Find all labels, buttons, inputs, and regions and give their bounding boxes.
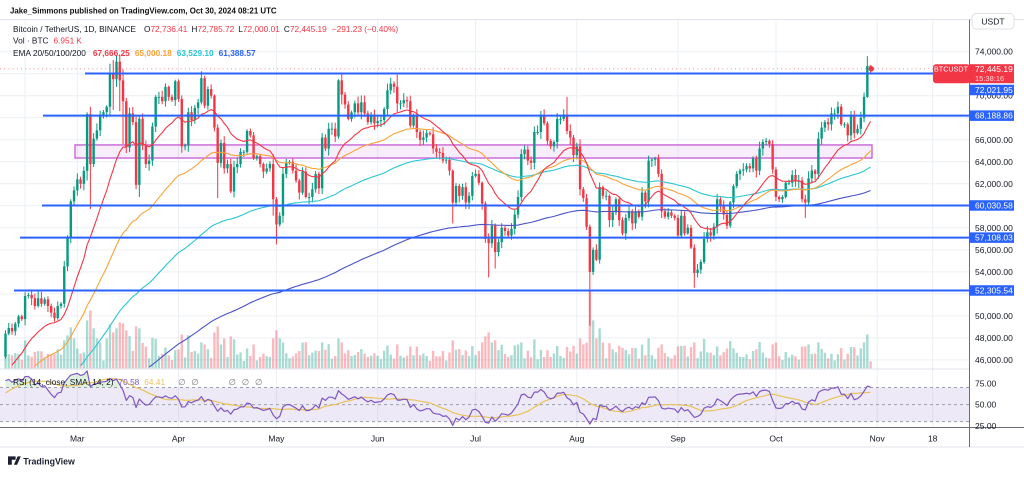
svg-text:74,000.00: 74,000.00 — [975, 47, 1013, 57]
svg-text:72,021.95: 72,021.95 — [975, 85, 1013, 95]
svg-text:Sep: Sep — [670, 434, 685, 444]
svg-text:52,305.54: 52,305.54 — [975, 285, 1013, 295]
svg-text:57,108.03: 57,108.03 — [975, 233, 1013, 243]
svg-text:75.00: 75.00 — [975, 378, 997, 388]
svg-text:TradingView: TradingView — [23, 457, 75, 467]
svg-text:56,000.00: 56,000.00 — [975, 245, 1013, 255]
svg-text:62,000.00: 62,000.00 — [975, 179, 1013, 189]
svg-text:Jul: Jul — [470, 434, 481, 444]
svg-text:68,188.86: 68,188.86 — [975, 111, 1013, 121]
svg-text:Bitcoin / TetherUS, 1D, BINANC: Bitcoin / TetherUS, 1D, BINANCE O72,736.4… — [13, 24, 398, 34]
svg-text:58,000.00: 58,000.00 — [975, 223, 1013, 233]
svg-text:Jun: Jun — [371, 434, 385, 444]
svg-text:Jake_Simmons published on Trad: Jake_Simmons published on TradingView.co… — [10, 7, 277, 16]
svg-text:May: May — [268, 434, 285, 444]
svg-text:50.00: 50.00 — [975, 400, 997, 410]
svg-text:15:38:16: 15:38:16 — [975, 74, 1004, 83]
svg-text:Mar: Mar — [70, 434, 85, 444]
svg-text:72,445.19: 72,445.19 — [975, 64, 1013, 74]
svg-text:Apr: Apr — [172, 434, 185, 444]
svg-text:BTCUSDT: BTCUSDT — [934, 65, 969, 74]
svg-text:48,000.00: 48,000.00 — [975, 333, 1013, 343]
svg-text:66,000.00: 66,000.00 — [975, 135, 1013, 145]
svg-text:70,000.00: 70,000.00 — [975, 91, 1013, 101]
svg-text:18: 18 — [928, 434, 938, 444]
svg-text:RSI (14, close, SMA, 14, 2)70.: RSI (14, close, SMA, 14, 2) 70.58 64.41 ∅ ∅ ∅… — [13, 377, 262, 387]
svg-text:Oct: Oct — [769, 434, 783, 444]
svg-text:25.00: 25.00 — [975, 421, 997, 431]
svg-text:Aug: Aug — [569, 434, 584, 444]
svg-text:Nov: Nov — [870, 434, 886, 444]
svg-text:64,000.00: 64,000.00 — [975, 157, 1013, 167]
svg-text:60,030.58: 60,030.58 — [975, 200, 1013, 210]
svg-text:46,000.00: 46,000.00 — [975, 355, 1013, 365]
svg-text:50,000.00: 50,000.00 — [975, 311, 1013, 321]
svg-text:USDT: USDT — [981, 17, 1004, 27]
svg-text:54,000.00: 54,000.00 — [975, 267, 1013, 277]
